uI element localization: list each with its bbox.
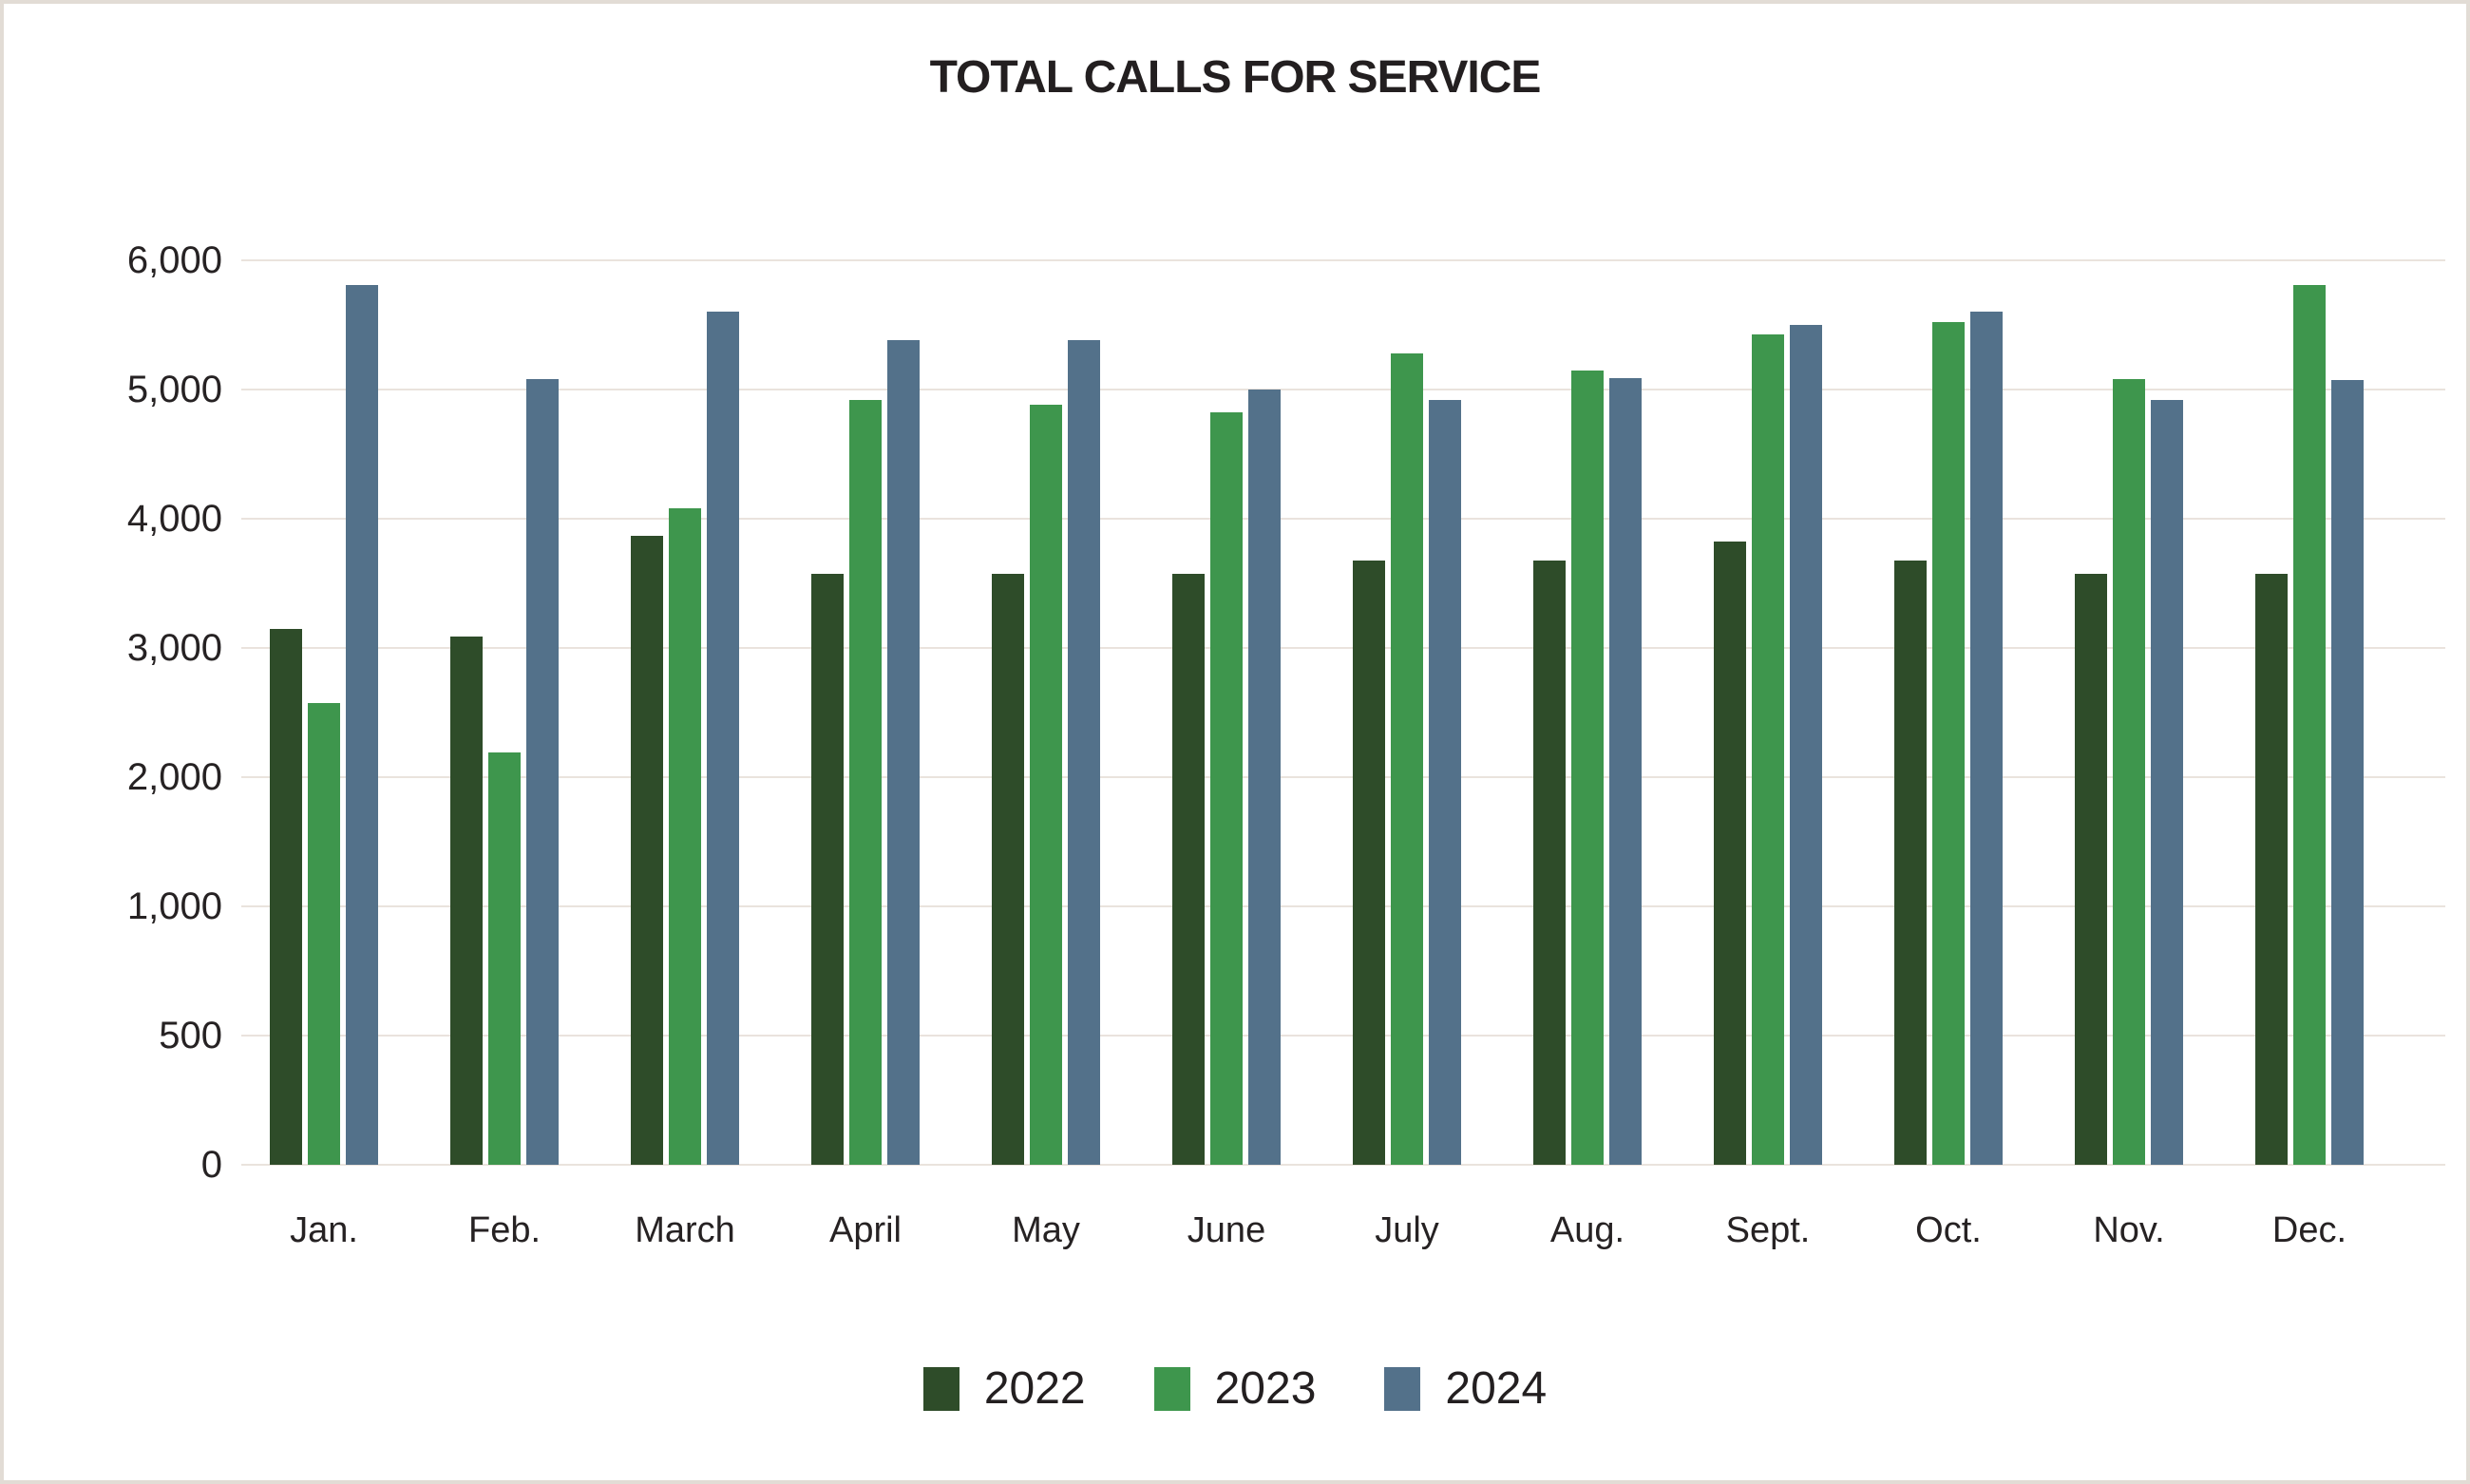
x-axis-tick-label: Dec.	[2271, 1210, 2347, 1250]
x-axis-tick-label: Jan.	[290, 1210, 358, 1250]
bar-group	[450, 260, 631, 1165]
y-axis-tick-label: 4,000	[126, 498, 222, 540]
bar	[1391, 353, 1423, 1165]
bar	[631, 536, 663, 1165]
gridline-layer	[241, 259, 2445, 1166]
legend-item: 2024	[1384, 1362, 1547, 1415]
bar-group	[811, 260, 992, 1165]
bar	[1210, 412, 1243, 1165]
bar-group	[270, 260, 450, 1165]
x-axis-tick-label: June	[1187, 1210, 1266, 1250]
y-axis-tick-label: 2,000	[126, 756, 222, 798]
y-axis-tick-label: 500	[159, 1015, 222, 1056]
x-axis-tick-label: April	[828, 1210, 902, 1250]
bar-group	[992, 260, 1172, 1165]
gridline	[241, 518, 2445, 520]
y-axis-tick-label: 3,000	[126, 627, 222, 669]
bar	[488, 752, 521, 1165]
bar	[2293, 285, 2326, 1165]
bar-group	[1353, 260, 1533, 1165]
y-axis-tick-label: 5,000	[126, 369, 222, 410]
bar	[270, 629, 302, 1165]
plot-area	[270, 260, 2436, 1165]
bar	[1894, 561, 1927, 1165]
bar	[346, 285, 378, 1165]
bar	[1571, 371, 1604, 1165]
bar	[450, 637, 483, 1165]
x-axis-tick-label: March	[635, 1210, 735, 1250]
bar	[1932, 322, 1965, 1165]
y-axis-tick-label: 0	[200, 1144, 222, 1186]
legend-swatch	[1153, 1366, 1190, 1411]
bar	[1970, 312, 2003, 1165]
legend-label: 2024	[1445, 1363, 1548, 1414]
bar	[1533, 561, 1566, 1165]
legend: 2022 2023 2024	[4, 1362, 2466, 1415]
bar	[2075, 574, 2107, 1165]
bar-group	[1172, 260, 1353, 1165]
gridline	[241, 1164, 2445, 1166]
bar	[1714, 542, 1746, 1165]
bar-group	[1533, 260, 1714, 1165]
legend-item: 2023	[1153, 1362, 1317, 1415]
x-axis-tick-label: July	[1375, 1210, 1439, 1250]
gridline	[241, 389, 2445, 390]
bar	[992, 574, 1024, 1165]
x-axis-tick-label: Aug.	[1549, 1210, 1625, 1250]
bar	[1068, 340, 1100, 1165]
bar	[526, 379, 559, 1165]
bar	[2255, 574, 2288, 1165]
bar	[2151, 400, 2183, 1165]
bar	[1030, 405, 1062, 1165]
bar	[2113, 379, 2145, 1165]
bar	[1172, 574, 1205, 1165]
legend-label: 2023	[1214, 1363, 1317, 1414]
legend-item: 2022	[922, 1362, 1086, 1415]
bar	[1752, 334, 1784, 1165]
y-axis-tick-label: 1,000	[126, 885, 222, 927]
bar-group	[1894, 260, 2075, 1165]
x-axis-tick-label: Sept.	[1725, 1210, 1811, 1250]
bar	[887, 340, 920, 1165]
bar	[1248, 390, 1281, 1165]
bar-group	[631, 260, 811, 1165]
x-axis-tick-label: Oct.	[1915, 1210, 1982, 1250]
x-axis-tick-label: Nov.	[2093, 1210, 2165, 1250]
y-axis: 6,000 5,000 4,000 3,000 2,000 1,000 500 0	[4, 4, 222, 1480]
bar	[2331, 380, 2364, 1165]
bar-group	[2075, 260, 2255, 1165]
gridline	[241, 647, 2445, 649]
bar	[308, 703, 340, 1165]
bar-group	[1714, 260, 1894, 1165]
bar-group	[2255, 260, 2436, 1165]
x-axis-tick-label: Feb.	[467, 1210, 542, 1250]
bar	[669, 508, 701, 1165]
legend-label: 2022	[983, 1363, 1086, 1414]
legend-swatch	[922, 1366, 960, 1411]
bar	[1353, 561, 1385, 1165]
bar	[1609, 378, 1642, 1165]
bar	[1790, 325, 1822, 1165]
gridline	[241, 259, 2445, 261]
gridline	[241, 905, 2445, 907]
gridline	[241, 1035, 2445, 1037]
bar	[811, 574, 844, 1165]
x-axis-tick-label: May	[1012, 1210, 1080, 1250]
legend-swatch	[1384, 1366, 1421, 1411]
x-axis: Jan. Feb. March April May June July Aug. Sept. Oc…	[4, 1210, 2466, 1267]
gridline	[241, 776, 2445, 778]
bar	[1429, 400, 1461, 1165]
bar	[849, 400, 882, 1165]
chart-title: TOTAL CALLS FOR SERVICE	[929, 52, 1542, 103]
y-axis-tick-label: 6,000	[126, 239, 222, 281]
bar	[707, 312, 739, 1165]
